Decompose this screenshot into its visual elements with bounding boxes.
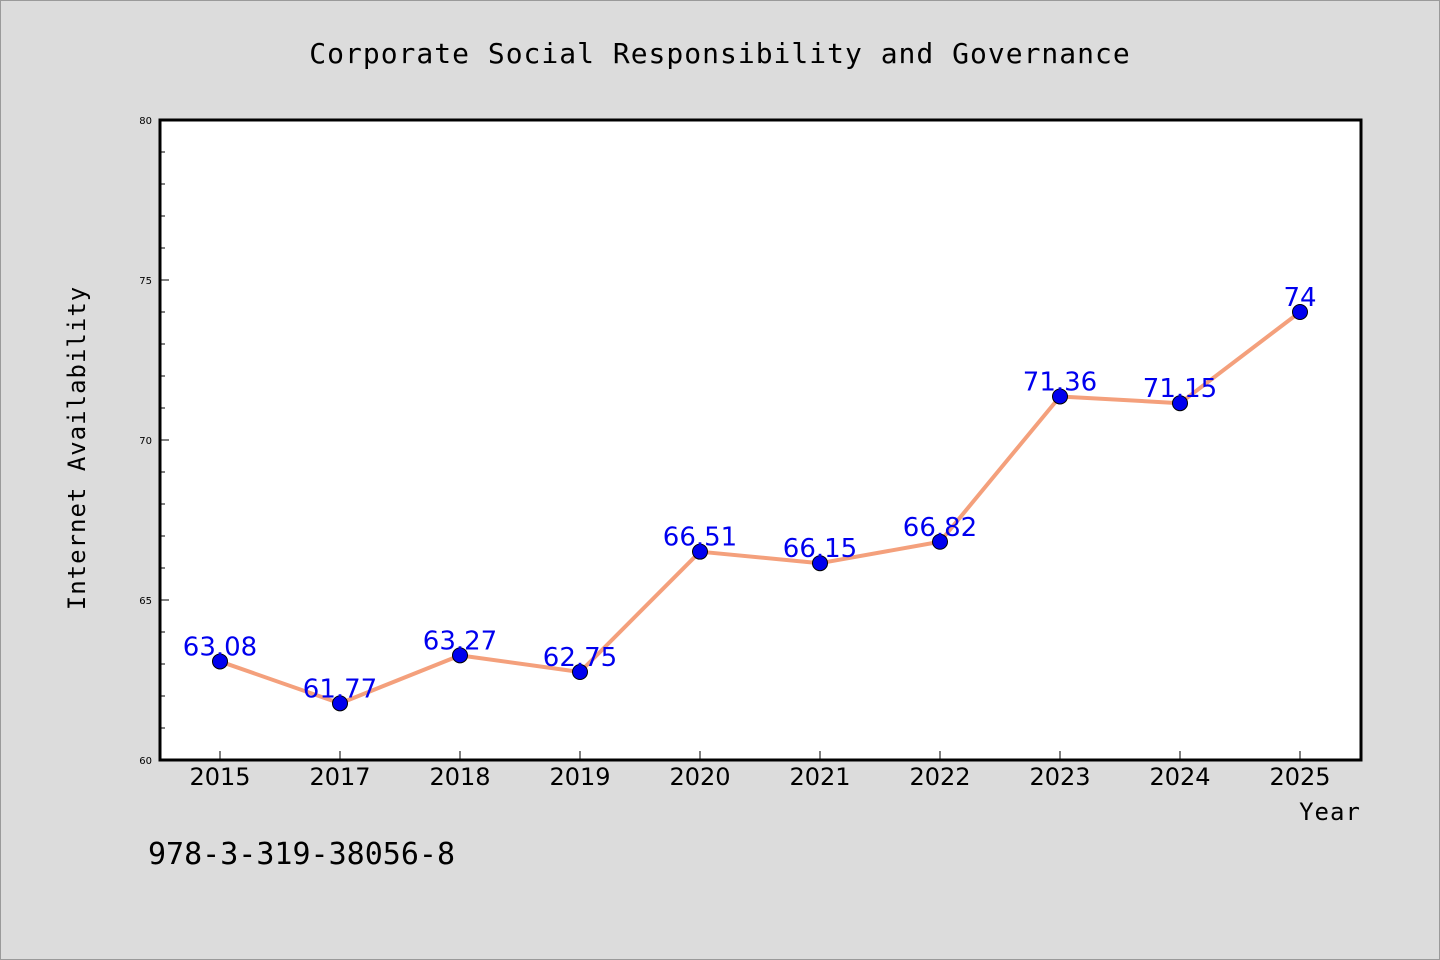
data-point	[212, 653, 228, 670]
x-tick-label: 2020	[669, 763, 730, 791]
data-point	[1052, 388, 1068, 405]
x-axis: 2015 2017 2018 2019 2020 2021 2022 2023 2024 2025	[189, 751, 1331, 791]
x-tick-label: 2015	[189, 763, 250, 791]
data-labels-layer: 63.08 61.77 63.27 62.75 66.51 66.15 66.82 71.36…	[183, 283, 1317, 704]
plot-area	[158, 118, 1363, 762]
series-line	[219, 310, 1302, 706]
data-point	[452, 647, 468, 664]
x-tick-label: 2023	[1029, 763, 1090, 791]
data-point	[332, 695, 348, 712]
y-tick-label: 60	[139, 756, 152, 767]
y-tick-label: 65	[139, 596, 152, 607]
data-label: 66.51	[663, 523, 737, 553]
x-tick-label: 2025	[1269, 763, 1330, 791]
data-point	[812, 555, 828, 572]
data-label: 74	[1283, 283, 1316, 313]
footer-code: 978-3-319-38056-8	[148, 837, 455, 872]
y-axis: 60 65 70 75 80	[139, 116, 169, 767]
x-tick-label: 2022	[909, 763, 970, 791]
data-label: 66.82	[903, 513, 977, 543]
y-axis-label: Internet Availability	[63, 286, 91, 610]
data-point	[1172, 395, 1188, 412]
data-label: 66.15	[783, 534, 857, 564]
y-tick-label: 75	[139, 276, 152, 287]
chart-title: Corporate Social Responsibility and Gove…	[309, 37, 1130, 70]
data-point	[932, 533, 948, 550]
data-point	[1292, 304, 1308, 320]
y-tick-label: 80	[139, 116, 152, 127]
x-tick-label: 2024	[1149, 763, 1210, 791]
y-tick-label: 70	[139, 436, 152, 447]
x-tick-label: 2017	[309, 763, 370, 791]
data-label: 71.15	[1143, 374, 1217, 404]
x-tick-label: 2021	[789, 763, 850, 791]
data-label: 71.36	[1023, 367, 1097, 397]
x-tick-label: 2018	[429, 763, 490, 791]
data-point	[572, 664, 588, 680]
data-label: 61.77	[303, 674, 377, 704]
data-point	[692, 543, 708, 560]
data-label: 63.27	[423, 626, 497, 656]
x-tick-label: 2019	[549, 763, 610, 791]
data-label: 63.08	[183, 632, 257, 662]
x-axis-label: Year	[1299, 798, 1361, 826]
data-label: 62.75	[543, 643, 617, 673]
series-layer	[212, 304, 1308, 712]
